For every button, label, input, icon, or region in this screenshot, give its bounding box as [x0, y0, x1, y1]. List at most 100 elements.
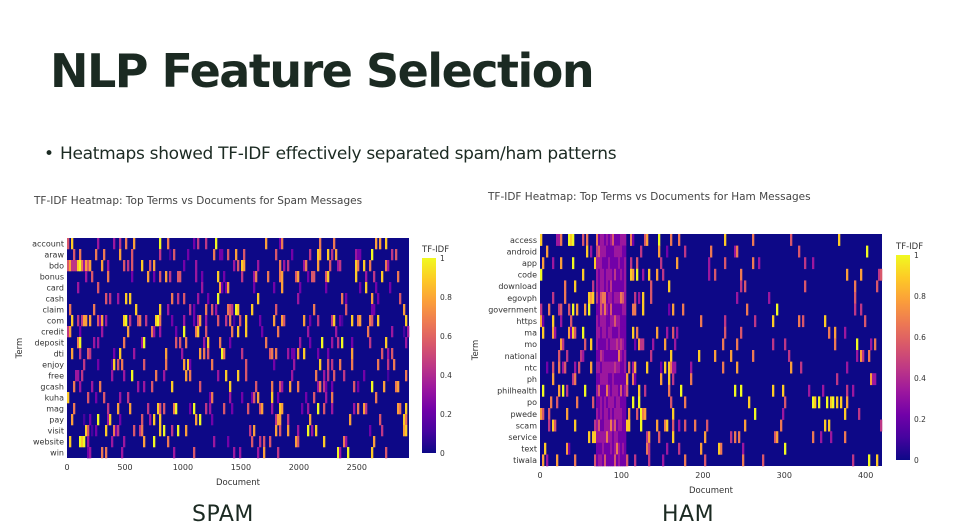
heatmap-cell	[309, 414, 312, 426]
heatmap-cell	[171, 425, 174, 437]
heatmap-cell	[129, 403, 132, 415]
heatmap-cell	[768, 292, 771, 304]
heatmap-cell	[131, 370, 134, 382]
heatmap-cell	[97, 414, 100, 426]
heatmap-cell	[776, 303, 779, 316]
heatmap-cell	[812, 257, 815, 270]
colorbar-tick-label: 0.4	[440, 371, 452, 380]
heatmap-cell	[752, 350, 755, 362]
heatmap-cell	[129, 293, 132, 305]
heatmap-cell	[371, 304, 374, 316]
colorbar-title: TF-IDF	[895, 242, 923, 252]
heatmap-cell	[678, 234, 681, 246]
y-tick-label: com	[47, 317, 64, 326]
heatmap-cell	[125, 293, 128, 305]
heatmap-cell	[183, 315, 186, 327]
heatmap-cell	[279, 260, 282, 272]
heatmap-cell	[69, 304, 72, 316]
heatmap-cell	[267, 271, 270, 283]
heatmap-cell	[612, 315, 615, 328]
heatmap-cell	[169, 249, 172, 261]
heatmap-cell	[812, 431, 815, 444]
heatmap-cell	[604, 408, 607, 420]
heatmap-cell	[602, 280, 605, 293]
heatmap-cell	[604, 326, 607, 339]
heatmap-cell	[387, 370, 390, 382]
heatmap-cell	[307, 271, 310, 283]
heatmap-cell	[105, 315, 108, 327]
heatmap-cell	[241, 348, 244, 360]
heatmap-cell	[656, 326, 659, 339]
heatmap-cell	[205, 304, 208, 316]
heatmap-cell	[542, 326, 545, 339]
heatmap-cell	[698, 350, 701, 362]
heatmap-cell	[664, 361, 667, 374]
heatmap-cell	[572, 326, 575, 339]
heatmap-cell	[323, 436, 326, 448]
heatmap-cell	[163, 370, 166, 382]
heatmap-cell	[327, 359, 330, 371]
heatmap-cell	[590, 361, 593, 374]
heatmap-cell	[704, 431, 707, 444]
heatmap-cell	[187, 359, 190, 371]
heatmap-cell	[327, 348, 330, 360]
heatmap-cell	[189, 370, 192, 382]
heatmap-cell	[93, 337, 96, 349]
heatmap-cell	[598, 303, 601, 316]
heatmap-cell	[614, 431, 617, 444]
heatmap-cell	[193, 447, 196, 459]
heatmap-cell	[740, 268, 743, 281]
heatmap-cell	[83, 436, 86, 448]
heatmap-cell	[608, 257, 611, 270]
heatmap-cell	[636, 326, 639, 339]
heatmap-cell	[93, 304, 96, 316]
heatmap-cell	[115, 425, 118, 437]
heatmap-cell	[87, 260, 90, 272]
colorbar-tick-label: 0.6	[440, 332, 452, 341]
heatmap-cell	[133, 238, 136, 250]
heatmap-cell	[624, 454, 627, 467]
heatmap-cell	[632, 396, 635, 409]
heatmap-cell	[305, 260, 308, 272]
heatmap-cell	[540, 408, 543, 420]
heatmap-cell	[249, 425, 252, 437]
heatmap-cell	[173, 403, 176, 415]
heatmap-cell	[95, 392, 98, 404]
heatmap-cell	[375, 238, 378, 250]
heatmap-cell	[273, 359, 276, 371]
heatmap-cell	[295, 436, 298, 448]
heatmap-cell	[598, 280, 601, 293]
heatmap-cell	[598, 292, 601, 304]
heatmap-cell	[670, 396, 673, 409]
heatmap-cell	[630, 234, 633, 246]
heatmap-cell	[864, 315, 867, 328]
heatmap-cell	[87, 348, 90, 360]
heatmap-cell	[622, 419, 625, 432]
heatmap-cell	[237, 370, 240, 382]
heatmap-cell	[379, 238, 382, 250]
heatmap-cell	[612, 338, 615, 351]
heatmap-cell	[391, 348, 394, 360]
heatmap-cell	[598, 350, 601, 362]
heatmap-cell	[610, 292, 613, 304]
heatmap-cell	[271, 381, 274, 393]
heatmap-cell	[582, 268, 585, 281]
heatmap-cell	[584, 384, 587, 397]
heatmap-cell	[682, 303, 685, 316]
heatmap-cell	[620, 326, 623, 339]
heatmap-cell	[391, 249, 394, 261]
heatmap-cell	[604, 245, 607, 258]
heatmap-cell	[189, 403, 192, 415]
heatmap-cell	[846, 268, 849, 281]
heatmap-cell	[245, 326, 248, 338]
heatmap-cell	[303, 260, 306, 272]
heatmap-cell	[281, 282, 284, 294]
heatmap-cell	[105, 293, 108, 305]
heatmap-cell	[570, 326, 573, 339]
heatmap-cell	[844, 326, 847, 339]
heatmap-cell	[556, 234, 559, 246]
heatmap-cell	[620, 303, 623, 316]
heatmap-cell	[375, 282, 378, 294]
heatmap-cell	[862, 350, 865, 362]
heatmap-cell	[119, 414, 122, 426]
